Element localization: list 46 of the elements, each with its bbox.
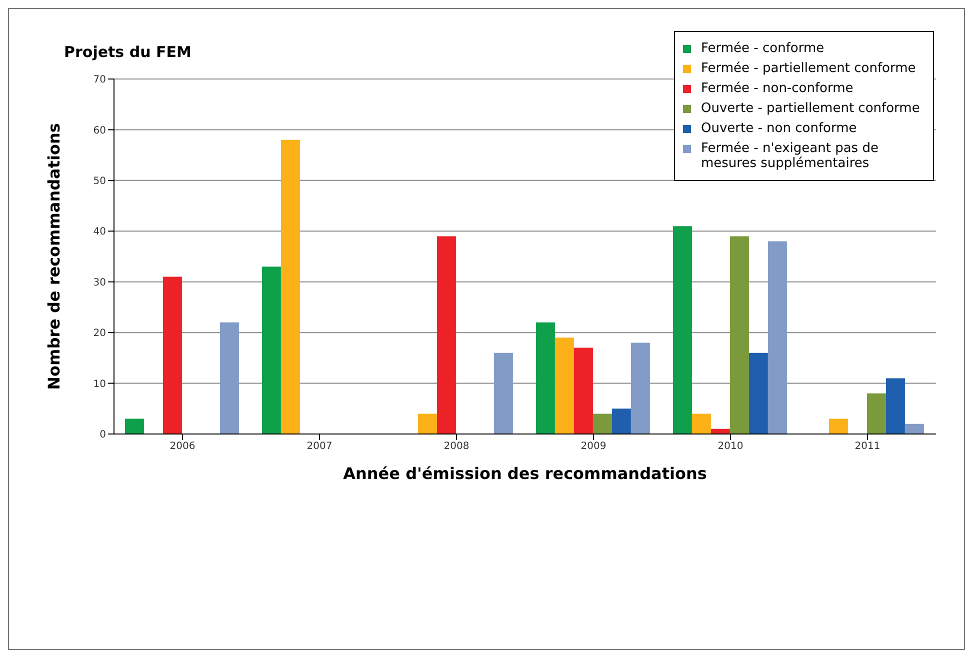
bar	[220, 322, 239, 434]
x-tick-label: 2009	[580, 441, 606, 452]
bar	[672, 226, 692, 434]
bar	[280, 140, 300, 434]
y-tick-label: 0	[100, 430, 106, 441]
legend-label: Fermée - partiellement conforme	[701, 61, 916, 76]
bar	[612, 408, 631, 434]
chart-title: Projets du FEM	[64, 43, 192, 61]
bar	[418, 414, 437, 434]
bar	[730, 236, 749, 434]
bar	[866, 393, 886, 434]
y-tick-label: 70	[93, 74, 106, 86]
bar	[692, 414, 711, 434]
bar	[554, 338, 574, 434]
bar	[904, 424, 924, 434]
y-tick-label: 60	[93, 125, 106, 136]
x-tick-label: 2007	[306, 441, 332, 452]
bar	[262, 266, 281, 434]
bar	[436, 236, 456, 434]
x-axis-title: Année d'émission des recommandations	[343, 464, 707, 483]
bar	[886, 378, 905, 434]
bar	[162, 276, 182, 434]
legend-label: Ouverte - non conforme	[701, 121, 857, 136]
bar	[630, 342, 650, 434]
y-tick-label: 30	[93, 277, 106, 288]
legend-label: Fermée - conforme	[701, 41, 824, 56]
bar	[748, 352, 768, 434]
bar	[124, 418, 144, 434]
bar	[494, 352, 513, 434]
y-tick-label: 10	[93, 378, 106, 390]
legend-label: Fermée - non-conforme	[701, 81, 854, 96]
y-tick-label: 50	[93, 176, 106, 187]
x-tick-label: 2011	[854, 441, 880, 452]
x-tick-label: 2010	[718, 441, 744, 452]
y-tick-label: 40	[93, 226, 106, 238]
y-axis-title: Nombre de recommandations	[44, 123, 64, 390]
bar	[592, 414, 612, 434]
x-tick-label: 2006	[170, 441, 196, 452]
x-tick-label: 2008	[444, 441, 470, 452]
legend-label: Ouverte - partiellement conforme	[701, 101, 920, 116]
bar	[828, 418, 848, 434]
legend-label: Fermée - n'exigeant pas de mesures supplémentaires	[701, 141, 880, 171]
y-tick-label: 20	[93, 328, 106, 340]
bar	[574, 348, 593, 434]
bar	[536, 322, 555, 434]
bar	[768, 241, 787, 434]
